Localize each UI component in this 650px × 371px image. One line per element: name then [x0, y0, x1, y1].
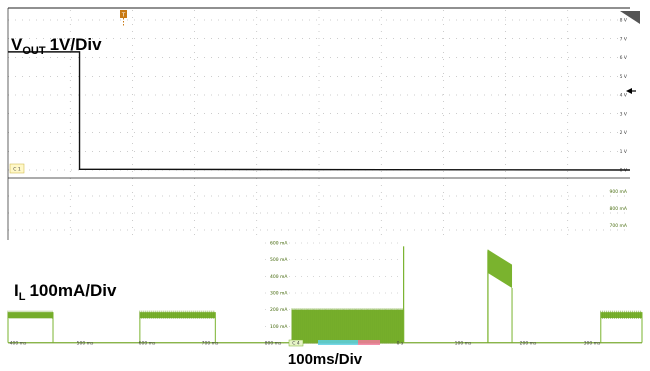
- current-tick-label: 300 mA: [270, 291, 288, 297]
- il-sub: L: [19, 291, 26, 303]
- current-axis-ticks: 600 mA 500 mA 400 mA 300 mA 200 mA 100 mA: [270, 241, 288, 330]
- voltage-tick-label: 8 V: [620, 18, 628, 24]
- voltage-tick-label: 1 V: [620, 149, 628, 155]
- vout-sub: OUT: [22, 45, 46, 57]
- voltage-tick-label: 6 V: [620, 55, 628, 61]
- trigger-marker-icon[interactable]: T: [120, 10, 127, 26]
- level-arrow-icon[interactable]: [626, 88, 636, 94]
- time-tick-label: 100 ms: [455, 341, 472, 347]
- time-tick-label: 0 s: [397, 341, 404, 347]
- current-tick-label: 100 mA: [270, 324, 288, 330]
- voltage-tick-label: 4 V: [620, 93, 628, 99]
- vout-trace: [8, 51, 631, 171]
- time-tick-label: 700 ms: [202, 341, 219, 347]
- trigger-tag: T: [121, 13, 126, 19]
- lower-tick-label: 900 mA: [610, 189, 628, 195]
- lower-tick-label: 700 mA: [610, 223, 628, 229]
- voltage-tick-label: 3 V: [620, 111, 628, 117]
- il-band: [8, 312, 54, 318]
- channel-1-tag: C 1: [9, 163, 25, 174]
- il-scale: 100mA/Div: [29, 281, 116, 300]
- voltage-tick-label: 7 V: [620, 36, 628, 42]
- ch4-label: C 4: [292, 341, 300, 347]
- il-burst: [487, 249, 513, 288]
- scope-corner-icon: [620, 11, 640, 24]
- time-scale-label: 100ms/Div: [288, 351, 363, 368]
- current-tick-label: 500 mA: [270, 257, 288, 263]
- current-tick-label: 400 mA: [270, 274, 288, 280]
- ch1-label: C 1: [13, 167, 21, 173]
- lower-tick-label: 800 mA: [610, 206, 628, 212]
- time-tick-label: 400 ms: [10, 341, 27, 347]
- il-trace: [7, 246, 643, 344]
- cursor-markers[interactable]: [318, 340, 380, 345]
- lower-axis-ticks: 900 mA 800 mA 700 mA: [610, 189, 628, 229]
- vout-label: VOUT 1V/Div: [11, 35, 102, 57]
- channel-4-tag: C 4: [288, 339, 304, 347]
- time-tick-label: 200 ms: [520, 341, 537, 347]
- current-panel: 600 mA 500 mA 400 mA 300 mA 200 mA 100 mA 400…: [7, 241, 643, 347]
- time-tick-label: 800 ms: [265, 341, 282, 347]
- time-tick-label: 600 ms: [139, 341, 156, 347]
- current-tick-label: 200 mA: [270, 307, 288, 313]
- voltage-tick-label: 2 V: [620, 130, 628, 136]
- il-main: I: [14, 281, 19, 300]
- vout-main: V: [11, 35, 23, 54]
- il-band: [600, 312, 642, 318]
- time-tick-label: 300 ms: [584, 341, 601, 347]
- current-tick-label: 600 mA: [270, 241, 288, 247]
- time-axis-ticks: 400 ms 500 ms 600 ms 700 ms 800 ms 0 s 100 ms 2…: [10, 341, 601, 347]
- il-label: IL 100mA/Div: [14, 281, 117, 303]
- vout-scale: 1V/Div: [50, 35, 103, 54]
- voltage-tick-label: 5 V: [620, 74, 628, 80]
- voltage-axis-ticks: 8 V7 V6 V5 V4 V3 V2 V1 V0 V: [620, 18, 628, 174]
- time-tick-label: 500 ms: [77, 341, 94, 347]
